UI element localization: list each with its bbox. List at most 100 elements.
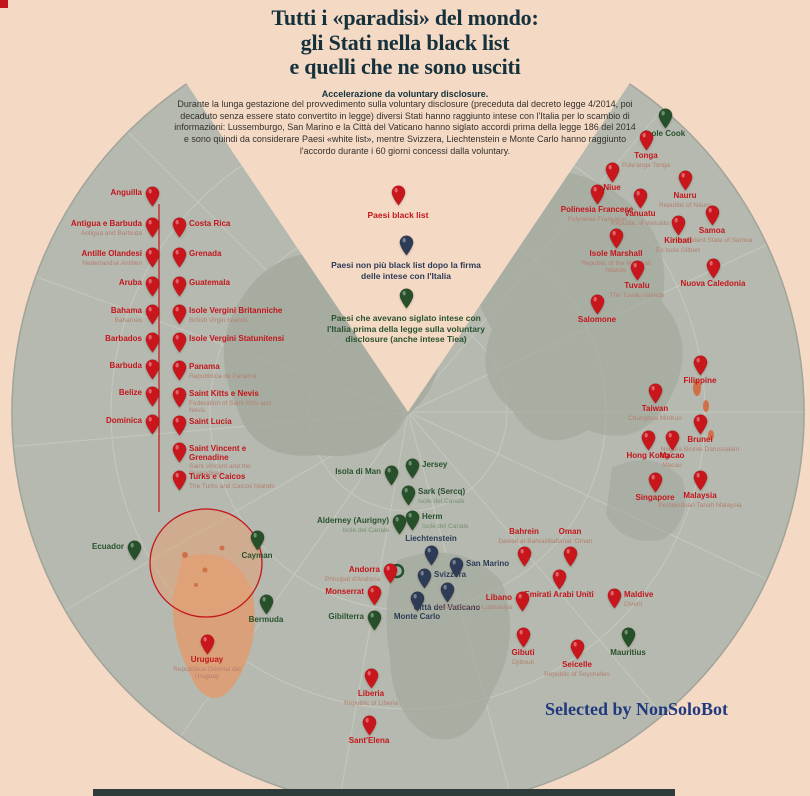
caribbean-highlight-ring (149, 508, 263, 618)
map-pin-jersey (405, 458, 419, 479)
pin-label-grenada: Grenada (189, 249, 222, 258)
map-pin-singapore (648, 472, 662, 493)
pin-label-ecuador: Ecuador (91, 542, 124, 551)
pin-label-bahama: Bahama Bahamas (110, 306, 142, 324)
map-pin-tuvalu (630, 260, 644, 281)
pin-label-libano: Libano Al-Jumhuriya al Lubnaniya (435, 593, 512, 611)
map-pin-taiwan (648, 383, 662, 404)
map-pin-costa-rica (172, 217, 186, 238)
map-pin-grenada (172, 247, 186, 268)
map-pin-tonga (639, 130, 653, 151)
legend-pin-navy (399, 235, 413, 256)
map-pin-belize (145, 386, 159, 407)
map-pin-isole-vergini-statunitensi (172, 332, 186, 353)
pin-label-nuova-caledonia: Nuova Caledonia (680, 279, 746, 288)
map-pin-hong-kong (641, 430, 655, 451)
footer-bar (93, 789, 675, 796)
map-pin-vanuatu (633, 188, 647, 209)
map-pin-isole-vergini-britanniche (172, 304, 186, 325)
map-pin-nuova-caledonia (706, 258, 720, 279)
map-pin-sant-elena (362, 715, 376, 736)
map-pin-filippine (693, 355, 707, 376)
pin-label-malaysia: Malaysia Persekutuan Tanah Malaysia (658, 491, 742, 509)
pin-label-cayman: Cayman (241, 551, 273, 560)
pin-label-hong-kong: Hong Kong (626, 451, 670, 460)
map-pin-cayman (250, 530, 264, 551)
map-pin-panama (172, 360, 186, 381)
page-title-line-2: gli Stati nella black list (300, 29, 510, 55)
map-pin-liechtenstein (424, 545, 438, 566)
pin-label-isole-marshall: Isole Marshall Republic of the Marshall I… (581, 249, 651, 274)
pin-label-barbados: Barbados (105, 334, 142, 343)
pin-label-brunei: Brunei Negara Brunei Darussalam (660, 435, 740, 453)
intro-body: Durante la lunga gestazione del provvedi… (174, 98, 636, 156)
pin-label-emirati-arabi-uniti: Emirati Arabi Uniti (524, 590, 594, 599)
pin-label-panama: Panama Repubblica de Panamá (189, 362, 257, 380)
map-pin-ecuador (127, 540, 141, 561)
map-pin-emirati-arabi-uniti (552, 569, 566, 590)
map-pin-guatemala (172, 276, 186, 297)
map-pin-liberia (364, 668, 378, 689)
pin-label-sant-elena: Sant'Elena (348, 736, 390, 745)
pin-label-taiwan: Taiwan Chunghua MinKuo (628, 404, 682, 422)
legend-label-paesi-black-list: Paesi black list (367, 210, 429, 220)
pin-label-uruguay: Uruguay Repubblica Oriental del Uruguay (173, 655, 241, 680)
pin-label-antille-olandesi: Antille Olandesi Nederlandse Antillen (81, 249, 142, 267)
map-pin-macao (665, 430, 679, 451)
pin-label-nauru: Nauru Republic of Nauru (658, 191, 712, 209)
map-pin-andorra (383, 563, 397, 584)
map-pin-malaysia (693, 470, 707, 491)
pin-label-saint-vincent-e-grenadine: Saint Vincent e Grenadine Saint Vincent a… (189, 444, 251, 478)
map-pin-oman (563, 546, 577, 567)
pin-label-guatemala: Guatemala (189, 278, 230, 287)
map-pin-salomone (590, 294, 604, 315)
map-pin-monte-carlo (410, 591, 424, 612)
pin-label-saint-lucia: Saint Lucia (189, 417, 232, 426)
map-pin-maldive (607, 588, 621, 609)
map-pin-bahama (145, 304, 159, 325)
pin-label-turks-e-caicos: Turks e Caicos The Turks and Caicos Islan… (189, 472, 275, 490)
pin-label-tonga: Tonga Pule'anga Tonga (621, 151, 671, 169)
map-pin-saint-lucia (172, 415, 186, 436)
map-pin-gibuti (516, 627, 530, 648)
legend-pin-red (391, 185, 405, 206)
pin-label-isola-di-man: Isola di Man (335, 467, 381, 476)
map-pin-brunei (693, 414, 707, 435)
pin-label-vanuatu: Vanuatu Republic of Vanuatu (610, 209, 670, 227)
map-pin-antille-olandesi (145, 247, 159, 268)
map-pin-seicelle (570, 639, 584, 660)
map-pin-isole-marshall (609, 228, 623, 249)
map-pin-niue (605, 162, 619, 183)
pin-label-seicelle: Seicelle Republic of Seychelles (544, 660, 610, 678)
pin-label-isole-vergini-britanniche: Isole Vergini Britanniche British Virgin … (189, 306, 283, 324)
pin-label-costa-rica: Costa Rica (189, 219, 231, 228)
map-pin-polinesia-francese (590, 184, 604, 205)
pin-label-antigua-e-barbuda: Antigua e Barbuda Antigua and Barbuda (70, 219, 142, 237)
pin-label-oman: Oman Saltanat 'Oman (547, 527, 593, 545)
map-pin-bermuda (259, 594, 273, 615)
pin-label-belize: Belize (118, 388, 142, 397)
map-pin-nauru (678, 170, 692, 191)
pin-label-polinesia-francese: Polinesia Francese Polynésie Française (560, 205, 634, 223)
map-pin-bahrein (517, 546, 531, 567)
header: Tutti i «paradisi» del mondo: gli Stati … (0, 5, 810, 157)
pin-label-citt-del-vaticano: Città del Vaticano (413, 603, 481, 612)
pin-label-maldive: Maldive Divehi (624, 590, 654, 608)
pin-label-kiribati: Kiribati Ex Isole Gilbert (655, 236, 701, 254)
pin-label-jersey: Jersey (422, 460, 448, 469)
map-pin-monserrat (367, 585, 381, 606)
pin-label-niue: Niue (603, 183, 621, 192)
intro-heading: Accelerazione da voluntary disclosure. (321, 88, 489, 99)
pin-label-andorra: Andorra Principat d'Andorra (324, 565, 380, 583)
map-pin-barbuda (145, 359, 159, 380)
pin-label-bahrein: Bahrein Dawlat al-Bahrain (498, 527, 550, 545)
pin-label-isole-cook: Isole Cook (644, 129, 686, 138)
pin-label-alderney-aurigny: Alderney (Aurigny) Isole del Canale (316, 516, 389, 534)
legend-pin-green (399, 288, 413, 309)
map-pin-sark-sercq (401, 485, 415, 506)
pin-label-tuvalu: Tuvalu The Tuvalu Islands (609, 281, 665, 299)
map-pin-herm (405, 510, 419, 531)
map-pin-san-marino (449, 557, 463, 578)
